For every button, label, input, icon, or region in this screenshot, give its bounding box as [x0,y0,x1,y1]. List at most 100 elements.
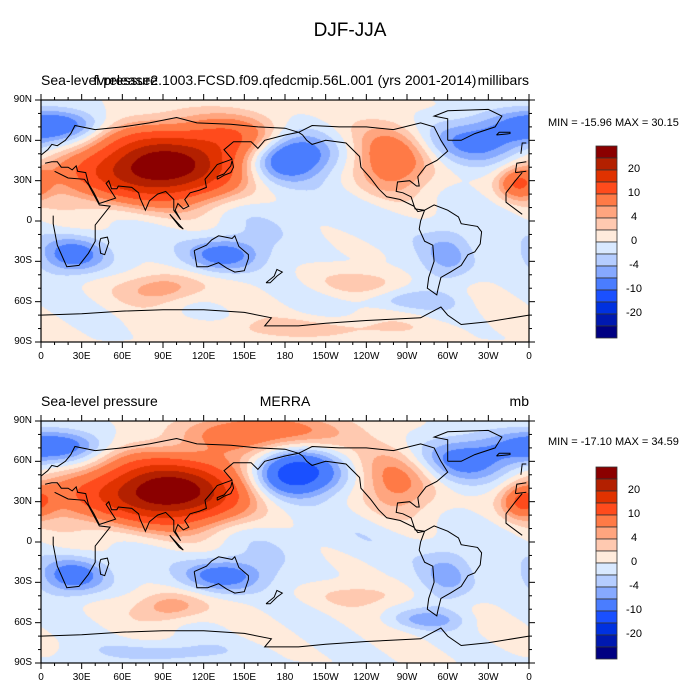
colorbar-box [595,526,618,540]
panel1-min-max: MIN = -15.96 MAX = 30.15 [548,117,679,129]
coastline [520,142,527,154]
panel1-map-field [41,100,529,342]
x-tick-label: 0 [526,672,532,683]
coastline [432,429,503,462]
colorbar-box [595,181,618,195]
x-tick-label: 60W [437,351,458,362]
coastline [418,204,483,296]
coastline [169,213,184,230]
y-tick-label: 90S [14,336,32,347]
coastline [432,108,503,141]
x-tick-label: 60E [113,351,132,362]
coastline [216,481,235,501]
coastline [520,463,527,475]
coastline [265,268,284,284]
coastline [298,443,449,534]
colorbar-box [595,145,618,159]
coastline [98,557,110,577]
y-tick-label: 60N [13,134,32,146]
colorbar-box [595,478,618,492]
colorbar-box [595,646,618,660]
x-tick-label: 120W [353,672,380,683]
y-tick-label: 60S [14,295,32,307]
x-tick-label: 180 [276,672,294,683]
y-tick-label: 0 [26,536,32,547]
colorbar-box [595,598,618,612]
panel1-title-center: fvrelease2.1003.FCSD.f09.qfedcmip.56L.00… [93,72,477,88]
y-tick-label: 30S [14,576,32,588]
x-tick-label: 30W [478,351,499,362]
colorbar-box [595,622,618,636]
colorbar-box [595,217,618,231]
colorbar-box [595,634,618,648]
coastline [298,122,449,213]
coastline [418,525,483,617]
x-tick-label: 0 [526,351,532,362]
colorbar-box [595,169,618,183]
coastline [265,589,284,605]
colorbar-label: -4 [629,259,639,271]
y-tick-label: 60S [14,616,32,628]
colorbar-box [595,574,618,588]
x-tick-label: 150W [312,672,339,683]
colorbar-box [595,241,618,255]
colorbar-box [595,313,618,327]
colorbar-label: 0 [630,556,638,568]
panel2-title-right: mb [509,393,529,409]
x-tick-label: 90W [396,351,418,362]
colorbar-box [595,490,618,504]
y-tick-label: 90N [13,415,32,426]
y-tick-label: 30N [13,495,32,507]
panel1-colorbar [595,145,618,339]
x-tick-label: 150E [232,672,256,683]
colorbar-label: -4 [629,580,639,592]
colorbar-label: 4 [630,211,638,223]
coastline [40,627,530,648]
colorbar-label: -20 [626,628,642,640]
y-tick-label: 30S [14,255,32,267]
coastline [52,170,523,268]
colorbar-label: 0 [630,235,638,247]
y-tick-label: 90N [13,94,32,105]
y-tick-label: 0 [26,215,32,226]
x-tick-label: 60E [113,672,132,683]
colorbar-box [595,538,618,552]
x-tick-label: 0 [38,672,44,683]
panel1-map-overlay [35,94,535,348]
panel2-map-field [41,421,529,663]
x-tick-label: 150E [232,351,256,362]
y-tick-label: 30N [13,174,32,186]
y-tick-label: 60N [13,455,32,467]
x-tick-label: 0 [38,351,44,362]
colorbar-box [595,610,618,624]
colorbar-box [595,325,618,339]
panel1-title-right: millibars [477,72,529,88]
x-tick-label: 120W [353,351,380,362]
colorbar-label: 10 [627,508,641,520]
panel2-colorbar [595,466,618,660]
colorbar-box [595,550,618,564]
coastline [52,491,523,589]
colorbar-box [595,193,618,207]
map-frame [40,99,530,343]
colorbar-box [595,157,618,171]
x-tick-label: 180 [276,351,294,362]
coastline [193,555,249,594]
colorbar-label: -10 [626,604,642,616]
x-tick-label: 120E [191,672,216,683]
panel2-title-left: Sea-level pressure [41,393,158,409]
coastline [40,437,527,541]
coastline [496,131,511,136]
colorbar-label: 4 [630,532,638,544]
panel2-title-center: MERRA [259,393,311,409]
x-tick-label: 150W [312,351,339,362]
colorbar-label: 20 [627,163,641,175]
map-frame [40,420,530,664]
x-tick-label: 30W [478,672,499,683]
colorbar-label: 10 [627,187,641,199]
x-tick-label: 90W [396,672,418,683]
coastline [216,160,235,180]
panel2-min-max: MIN = -17.10 MAX = 34.59 [548,436,679,448]
coastline [98,236,110,256]
y-tick-label: 90S [14,657,32,668]
